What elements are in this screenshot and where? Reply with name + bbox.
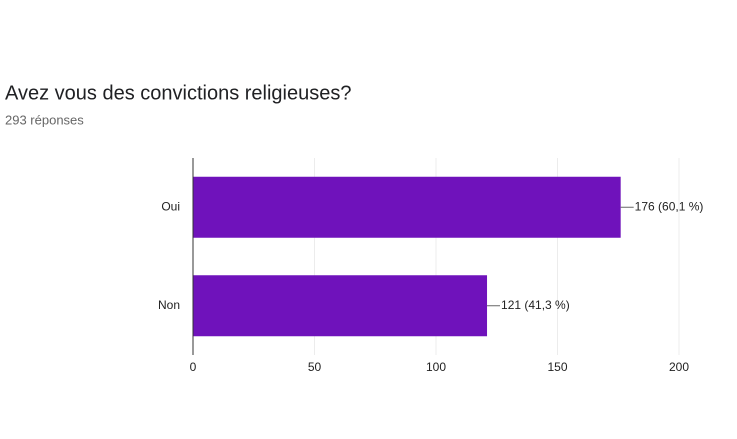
y-tick-label: Oui (161, 199, 180, 213)
x-tick-label: 0 (190, 360, 197, 374)
x-tick-label: 200 (669, 360, 689, 374)
chart-title: Avez vous des convictions religieuses? (5, 82, 351, 104)
bar (193, 176, 621, 238)
value-label: 176 (60,1 %) (635, 199, 704, 213)
chart-subtitle: 293 réponses (5, 112, 84, 127)
bar (193, 275, 488, 337)
x-tick-label: 150 (547, 360, 567, 374)
value-label: 121 (41,3 %) (501, 298, 570, 312)
y-tick-label: Non (158, 298, 180, 312)
x-tick-label: 100 (426, 360, 446, 374)
x-tick-label: 50 (308, 360, 322, 374)
